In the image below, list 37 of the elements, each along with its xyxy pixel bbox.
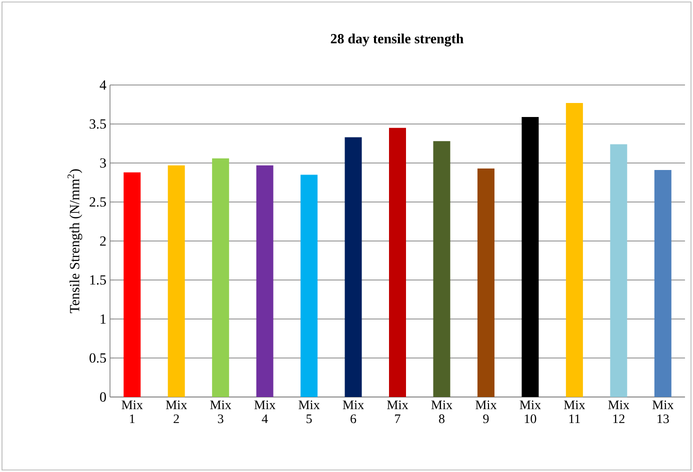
x-tick-label: Mix 6	[342, 400, 364, 424]
y-tick-label: 3.5	[90, 119, 106, 129]
bar	[168, 165, 185, 397]
x-tick-label: Mix 8	[431, 400, 452, 424]
x-tick-label: Mix 11	[564, 400, 586, 424]
y-tick-label: 0.5	[90, 353, 106, 363]
bar	[654, 170, 672, 397]
y-tick-label: 1.5	[90, 275, 106, 285]
bar	[300, 174, 318, 397]
y-tick-label: 2	[100, 236, 106, 246]
bar	[389, 128, 406, 397]
x-tick-label: Mix 12	[608, 400, 630, 424]
bar	[212, 158, 230, 397]
x-tick-label: Mix 10	[520, 400, 541, 424]
x-tick-label: Mix 9	[476, 400, 497, 424]
y-tick-label: 1	[100, 314, 106, 324]
bar	[566, 102, 583, 397]
chart-title: 28 day tensile strength	[330, 34, 464, 46]
x-tick-label: Mix 13	[652, 400, 674, 424]
bar	[433, 141, 450, 397]
y-tick-label: 0	[100, 392, 106, 402]
x-tick-label: Mix 2	[166, 400, 187, 424]
x-tick-label: Mix 5	[298, 400, 320, 424]
y-axis-title: Tensile Strength (N/mm$^{2}$)	[68, 169, 82, 314]
x-tick-label: Mix 7	[387, 400, 408, 424]
x-tick-label: Mix 1	[122, 400, 143, 424]
y-tick-label: 3	[100, 158, 106, 168]
x-tick-label: Mix 4	[254, 400, 276, 424]
bar	[477, 168, 494, 397]
y-tick-label: 4	[100, 80, 106, 90]
bar	[256, 165, 274, 397]
bar	[610, 144, 628, 397]
bar	[124, 172, 141, 397]
y-tick-label: 2.5	[90, 197, 106, 207]
bar	[344, 137, 362, 397]
bar	[522, 116, 539, 397]
x-tick-label: Mix 3	[210, 400, 232, 424]
